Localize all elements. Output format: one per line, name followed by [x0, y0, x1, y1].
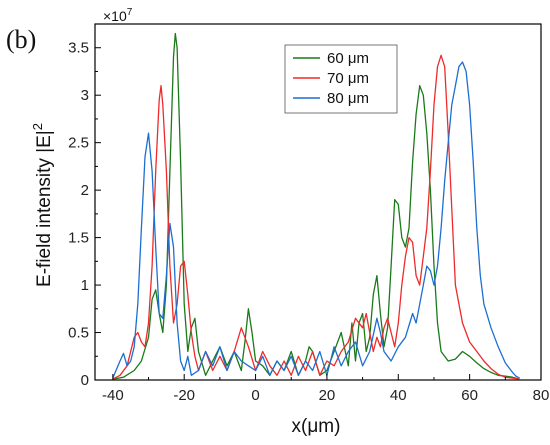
y-axis: 0 0.5 1 1.5 2 2.5 3 3.5 — [68, 40, 101, 389]
x-axis-title: x(μm) — [292, 416, 341, 437]
x-axis: -40 -20 0 20 40 60 80 — [102, 374, 549, 404]
x-tick-label: -20 — [173, 387, 195, 404]
x-tick-label: 0 — [251, 387, 259, 404]
y-multiplier: ×107 — [103, 7, 133, 24]
x-tick-label: 20 — [319, 387, 336, 404]
panel-label: (b) — [6, 25, 36, 54]
legend-box — [284, 44, 398, 114]
x-tick-label: 40 — [390, 387, 407, 404]
series-layer — [112, 32, 520, 380]
legend: 60 μm 70 μm 80 μm — [284, 44, 398, 114]
x-tick-label: 60 — [461, 387, 478, 404]
x-tick-label: 80 — [533, 387, 550, 404]
series-line-3 — [112, 61, 520, 379]
y-tick-label: 0 — [81, 372, 89, 389]
y-tick-label: 0.5 — [68, 325, 89, 342]
y-tick-label: 1.5 — [68, 230, 89, 247]
x-tick-label: -40 — [102, 387, 124, 404]
y-tick-label: 1 — [81, 277, 89, 294]
y-tick-label: 3 — [81, 87, 89, 104]
y-tick-label: 2.5 — [68, 135, 89, 152]
y-tick-label: 2 — [81, 182, 89, 199]
y-tick-label: 3.5 — [68, 40, 89, 57]
series-line-2 — [112, 54, 520, 380]
y-axis-title: E-field intensity |E|2 — [30, 123, 55, 287]
legend-label: 70 μm — [327, 70, 369, 87]
plot-area: -40 -20 0 20 40 60 80 0 0.5 1 1.5 2 2.5 3 3.5 — [68, 23, 549, 404]
series-line-1 — [112, 32, 520, 380]
legend-label: 80 μm — [327, 90, 369, 107]
plot-frame — [94, 23, 542, 381]
legend-label: 60 μm — [327, 50, 369, 67]
